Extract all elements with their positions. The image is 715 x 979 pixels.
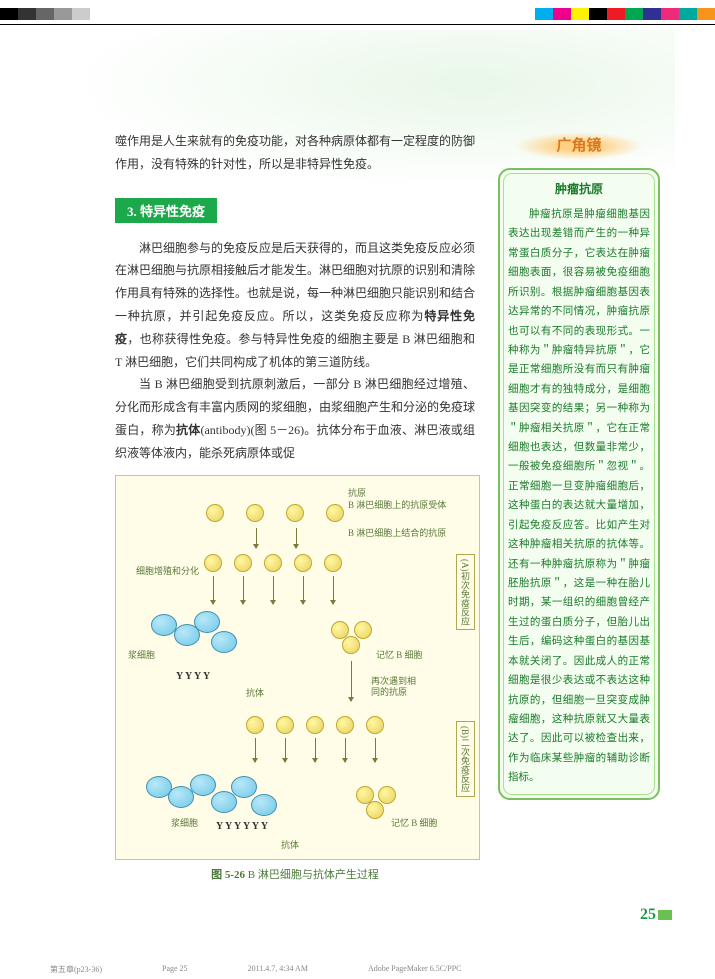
b-cell-icon — [326, 504, 344, 522]
b-cell-icon — [276, 716, 294, 734]
arrow-icon — [285, 738, 286, 762]
arrow-icon — [303, 576, 304, 604]
plasma-cell-icon — [211, 631, 237, 653]
sidebar-box: 肿瘤抗原 肿瘤抗原是肿瘤细胞基因表达出现差错而产生的一种异常蛋白质分子，它表达在… — [498, 168, 660, 800]
section-number: 3. — [127, 204, 137, 219]
intro-paragraph: 噬作用是人生来就有的免疫功能，对各种病原体都有一定程度的防御作用，没有特殊的针对… — [115, 130, 475, 176]
sidebar-title: 肿瘤抗原 — [508, 180, 650, 197]
print-footer: 第五章(p23-36) Page 25 2011.4.7, 4:34 AM Ad… — [50, 964, 462, 975]
sidebar-text: 肿瘤抗原是肿瘤细胞基因表达出现差错而产生的一种异常蛋白质分子，它表达在肿瘤细胞表… — [508, 205, 650, 788]
footer-chapter: 第五章(p23-36) — [50, 964, 102, 975]
arrow-icon — [213, 576, 214, 604]
section-header: 3. 特异性免疫 — [115, 198, 217, 223]
plasma-cell-icon — [151, 614, 177, 636]
b-cell-icon — [294, 554, 312, 572]
figure-caption: 图 5-26 B 淋巴细胞与抗体产生过程 — [115, 866, 475, 882]
arrow-icon — [315, 738, 316, 762]
page-number-accent — [658, 910, 672, 920]
label-plasma-2: 浆细胞 — [171, 816, 198, 829]
page-number: 25 — [640, 906, 656, 924]
plasma-cell-icon — [190, 774, 216, 796]
crop-line — [0, 24, 715, 25]
label-bound-antigen: B 淋巴细胞上结合的抗原 — [348, 528, 446, 540]
sidebar-header: 广角镜 — [498, 132, 660, 164]
arrow-icon — [345, 738, 346, 762]
b-cell-icon — [246, 716, 264, 734]
page-content: 噬作用是人生来就有的免疫功能，对各种病原体都有一定程度的防御作用，没有特殊的针对… — [60, 50, 670, 930]
b-cell-icon — [234, 554, 252, 572]
arrow-icon — [273, 576, 274, 604]
b-cell-icon — [306, 716, 324, 734]
antibody-icon: Y Y Y Y — [176, 671, 210, 682]
arrow-icon — [351, 661, 352, 701]
body-p1: 淋巴细胞参与的免疫反应是后天获得的，而且这类免疫反应必须在淋巴细胞与抗原相接触后… — [115, 237, 475, 374]
sidebar-column: 广角镜 肿瘤抗原 肿瘤抗原是肿瘤细胞基因表达出现差错而产生的一种异常蛋白质分子，… — [498, 132, 660, 800]
b-cell-icon — [204, 554, 222, 572]
color-registration-bar — [0, 8, 715, 20]
label-secondary-response: (B)二次免疫反应 — [456, 721, 475, 797]
memory-cell-icon — [354, 621, 372, 639]
label-receptor: B 淋巴细胞上的抗原受体 — [348, 500, 446, 512]
label-antibody: 抗体 — [246, 686, 264, 699]
b-cell-icon — [264, 554, 282, 572]
arrow-icon — [255, 738, 256, 762]
b-cell-icon — [336, 716, 354, 734]
label-antigen: 抗原 — [348, 486, 366, 499]
footer-page: Page 25 — [162, 964, 188, 975]
b-cell-icon — [206, 504, 224, 522]
label-memory: 记忆 B 细胞 — [376, 648, 423, 661]
body-p2: 当 B 淋巴细胞受到抗原刺激后，一部分 B 淋巴细胞经过增殖、分化而形成含有丰富… — [115, 373, 475, 464]
footer-software: Adobe PageMaker 6.5C/PPC — [368, 964, 462, 975]
b-cell-icon — [324, 554, 342, 572]
label-memory-2: 记忆 B 细胞 — [391, 816, 438, 829]
b-cell-icon — [286, 504, 304, 522]
arrow-icon — [375, 738, 376, 762]
label-primary-response: (A)初次免疫反应 — [456, 554, 475, 631]
b-cell-icon — [366, 716, 384, 734]
figure-5-26: 抗原 B 淋巴细胞上的抗原受体 B 淋巴细胞上结合的抗原 细胞增殖和分化 — [115, 475, 480, 860]
antibody-icon: Y Y Y Y Y Y — [216, 821, 268, 832]
arrow-icon — [256, 528, 257, 548]
memory-cell-icon — [366, 801, 384, 819]
main-column: 噬作用是人生来就有的免疫功能，对各种病原体都有一定程度的防御作用，没有特殊的针对… — [115, 130, 475, 882]
label-plasma: 浆细胞 — [128, 648, 155, 661]
plasma-cell-icon — [251, 794, 277, 816]
plasma-cell-icon — [231, 776, 257, 798]
plasma-cell-icon — [194, 611, 220, 633]
b-cell-icon — [246, 504, 264, 522]
label-reencounter: 再次遇到相同的抗原 — [371, 676, 421, 699]
section-title: 特异性免疫 — [140, 204, 205, 219]
label-proliferation: 细胞增殖和分化 — [136, 566, 199, 578]
arrow-icon — [243, 576, 244, 604]
arrow-icon — [333, 576, 334, 604]
arrow-icon — [296, 528, 297, 548]
footer-date: 2011.4.7, 4:34 AM — [248, 964, 308, 975]
memory-cell-icon — [378, 786, 396, 804]
term-antibody: 抗体 — [176, 423, 200, 437]
label-antibody-2: 抗体 — [281, 838, 299, 851]
memory-cell-icon — [342, 636, 360, 654]
